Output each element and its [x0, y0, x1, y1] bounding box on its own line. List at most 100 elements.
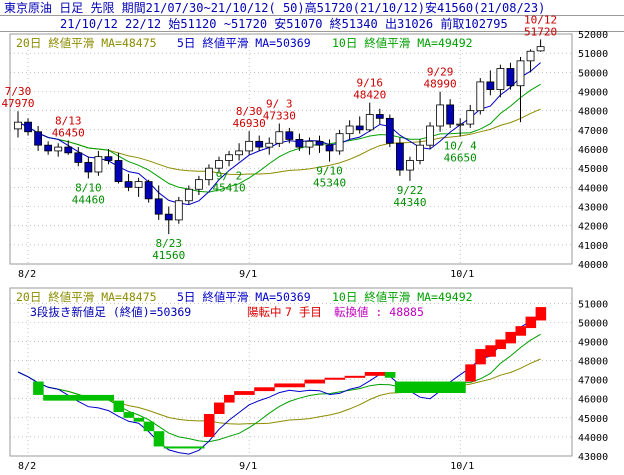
brick-down: [183, 446, 195, 449]
brick-down: [163, 446, 175, 449]
brick-up: [475, 349, 486, 365]
brick-up: [515, 326, 527, 336]
top-ytick-label: 40000: [578, 260, 608, 271]
brick-down: [73, 394, 84, 401]
high-date-label: 9/16: [357, 77, 384, 90]
brick-down: [445, 381, 456, 393]
high-date-label: 9/29: [427, 66, 454, 79]
high-value-label: 46450: [52, 126, 85, 139]
brick-down: [113, 400, 125, 413]
candle-up: [526, 50, 535, 62]
high-value-label: 48420: [353, 89, 386, 102]
legend-ma5: 5日 終値平滑 MA=50369: [177, 36, 311, 50]
top-ytick-label: 41000: [578, 241, 608, 252]
brick-down: [53, 394, 64, 401]
top-ytick-label: 46000: [578, 145, 608, 156]
brick-up: [324, 377, 336, 380]
brick-up: [354, 375, 366, 378]
candle-down: [44, 144, 53, 152]
low-date-label: 10/ 4: [444, 140, 477, 153]
candle-up: [184, 188, 193, 202]
top-xtick-label: 9/1: [239, 269, 257, 280]
high-date-label: 9/ 3: [266, 98, 293, 111]
brick-down: [415, 381, 426, 393]
bottom-ytick-label: 50000: [578, 318, 608, 329]
candle-up: [496, 68, 505, 90]
candle-up: [205, 167, 213, 181]
bottom-ytick-label: 43000: [578, 452, 608, 463]
candle-down: [486, 81, 495, 90]
candle-up: [134, 181, 143, 188]
candle-up: [476, 81, 485, 112]
brick-up: [344, 375, 356, 378]
candle-up: [194, 179, 203, 190]
bottom-xtick-label: 9/1: [239, 461, 257, 472]
candle-down: [375, 114, 384, 119]
brick-down: [193, 446, 205, 449]
low-value-label: 46650: [444, 152, 477, 165]
legend-ma20: 20日 終値平滑 MA=48475: [16, 36, 157, 50]
candle-up: [265, 142, 274, 148]
brick-down: [63, 394, 74, 401]
brick-up: [505, 331, 516, 344]
candle-up: [436, 104, 445, 127]
candle-up: [94, 156, 103, 173]
candle-up: [215, 160, 223, 169]
header-ohlc-text: 21/10/12 22/12 始51120 ~51720 安51070 終513…: [60, 17, 508, 31]
bottom-ma5-line: [17, 312, 541, 455]
top-ytick-label: 51000: [578, 49, 608, 60]
brick-up: [334, 377, 346, 380]
status-prefix: 3段抜き新値足 (終値)=50369: [30, 305, 191, 319]
low-value-label: 44460: [72, 194, 105, 207]
legend-ma5-bottom: 5日 終値平滑 MA=50369: [177, 290, 311, 304]
brick-up: [234, 391, 245, 395]
candle-down: [114, 160, 123, 182]
candle-up: [54, 146, 63, 152]
brick-up: [485, 345, 496, 357]
high-date-label: 7/30: [5, 85, 32, 98]
brick-down: [103, 394, 114, 401]
top-ytick-label: 47000: [578, 126, 608, 137]
brick-down: [394, 381, 406, 393]
brick-up: [214, 402, 225, 414]
brick-down: [425, 381, 436, 393]
top-ytick-label: 43000: [578, 203, 608, 214]
brick-up: [264, 387, 275, 392]
candle-up: [305, 140, 314, 148]
candle-up: [174, 200, 183, 221]
brick-down: [435, 381, 446, 393]
bottom-ytick-label: 45000: [578, 414, 608, 425]
candle-down: [446, 104, 455, 125]
high-value-label: 47330: [263, 110, 296, 123]
candle-up: [335, 133, 344, 152]
top-xtick-label: 8/2: [18, 269, 36, 280]
candle-down: [325, 144, 334, 152]
legend-ma10: 10日 終値平滑 MA=49492: [332, 36, 473, 50]
brick-up: [535, 307, 547, 321]
status-turn: 転換値 : 48885: [334, 305, 424, 319]
candle-down: [154, 198, 163, 215]
candle-down: [395, 142, 404, 171]
candle-down: [355, 125, 364, 131]
low-value-label: 45410: [212, 181, 245, 194]
bottom-ytick-label: 44000: [578, 433, 608, 444]
brick-down: [93, 394, 104, 401]
brick-down: [143, 421, 155, 432]
candle-down: [104, 156, 113, 161]
candle-down: [34, 131, 42, 146]
candle-down: [285, 131, 294, 140]
brick-up: [495, 339, 506, 350]
brick-up: [244, 391, 255, 395]
brick-up: [294, 383, 305, 388]
brick-down: [455, 381, 466, 393]
candle-up: [466, 110, 475, 125]
high-date-label: 8/30: [236, 105, 263, 118]
candle-up: [536, 46, 545, 52]
top-ytick-label: 49000: [578, 88, 608, 99]
candle-up: [225, 154, 233, 161]
high-value-label: 48990: [424, 78, 457, 91]
candle-up: [235, 150, 244, 156]
high-date-label: 10/12: [524, 13, 557, 26]
